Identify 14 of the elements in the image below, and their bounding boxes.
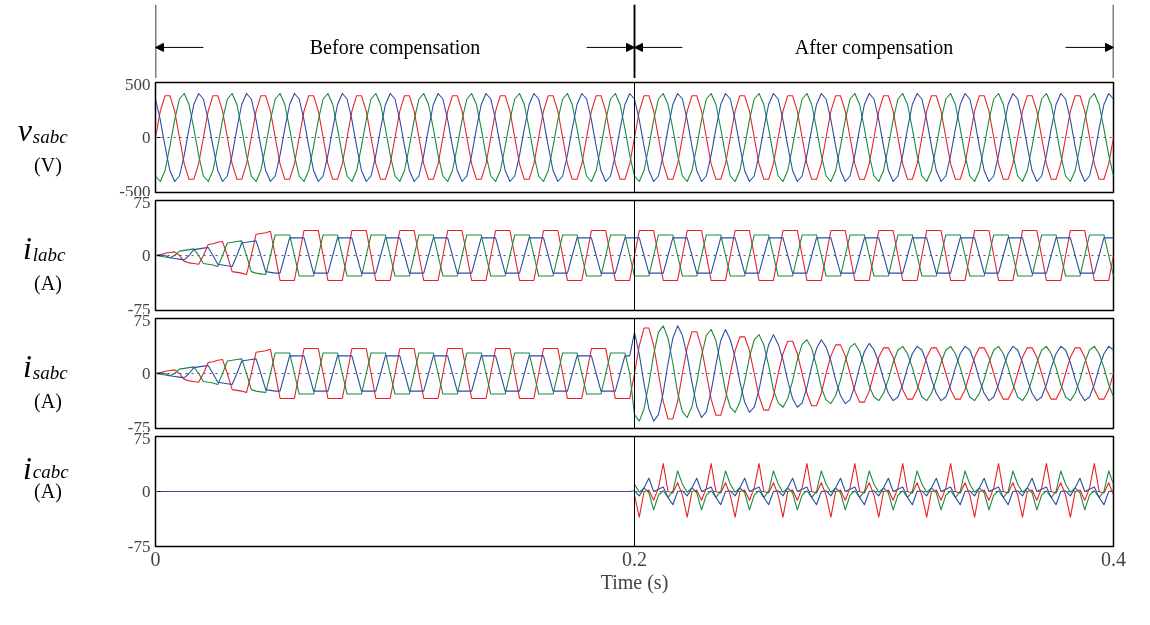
y-tick-label: -75 — [127, 537, 151, 556]
text: After compensation — [794, 36, 954, 60]
y-tick-label: 0 — [142, 128, 151, 147]
y-tick-label: 0 — [142, 364, 151, 383]
text: Before compensation — [309, 36, 481, 60]
y-tick-label: 500 — [125, 74, 151, 94]
y-axis-title: vsabc (V) — [17, 112, 69, 178]
x-tick-label: 0.2 — [622, 547, 647, 570]
y-tick-label: 0 — [142, 482, 151, 501]
y-axis-title: isabc (A) — [22, 348, 69, 414]
x-axis-title: Time (s) — [600, 570, 669, 594]
y-tick-label: 0 — [142, 246, 151, 265]
x-tick-label: 0.4 — [1101, 547, 1126, 570]
y-axis-title: ilabc (A) — [22, 230, 67, 296]
